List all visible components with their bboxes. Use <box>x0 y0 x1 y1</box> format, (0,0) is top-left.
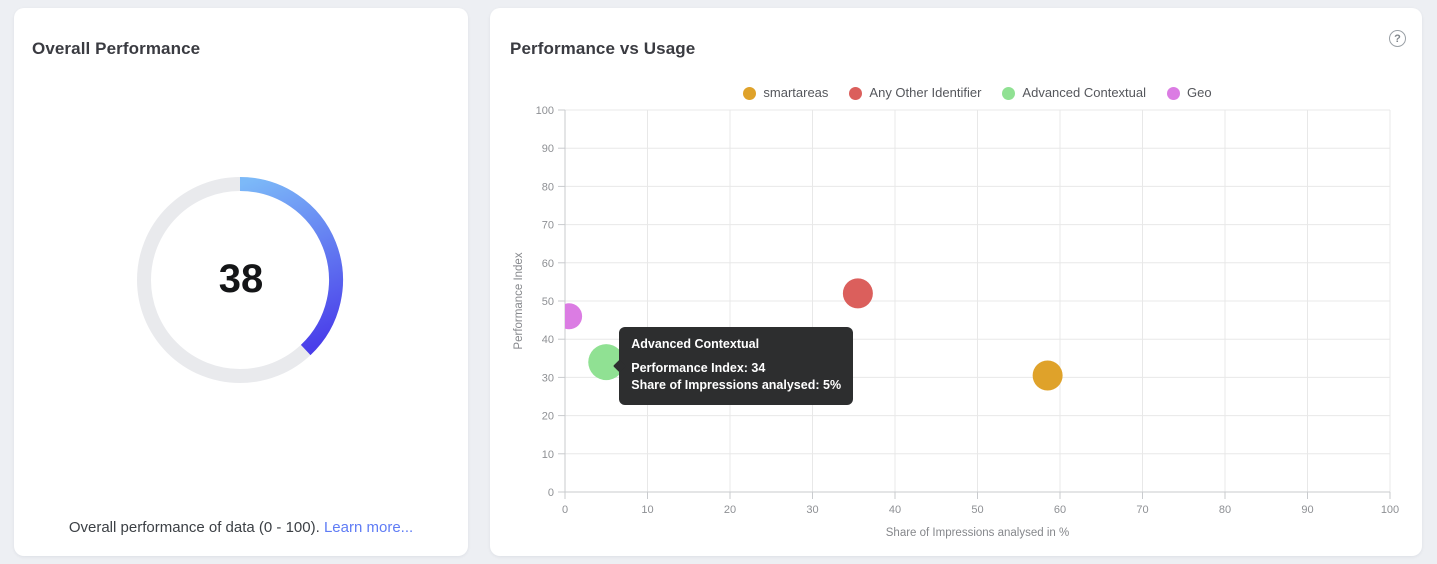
x-tick-label: 40 <box>889 504 901 516</box>
bubble-advanced-contextual[interactable] <box>588 344 625 381</box>
bubble-any-other-identifier[interactable] <box>842 278 873 309</box>
chart-tooltip: Advanced Contextual Performance Index: 3… <box>613 327 854 406</box>
chart-legend: smartareas Any Other Identifier Advanced C… <box>565 85 1390 101</box>
bubble-geo[interactable] <box>556 303 583 330</box>
x-tick-label: 90 <box>1301 504 1313 516</box>
legend-swatch-icon <box>849 86 863 100</box>
y-tick-label: 50 <box>542 296 554 308</box>
y-tick-label: 80 <box>542 181 554 193</box>
gauge-progress-arc <box>239 177 343 356</box>
y-tick-label: 20 <box>542 411 554 423</box>
overall-performance-title: Overall Performance <box>32 39 201 58</box>
x-tick-label: 20 <box>724 504 736 516</box>
legend-item-advanced-contextual[interactable]: Advanced Contextual <box>1002 85 1146 101</box>
bubble-chart: 0 10 20 30 40 50 60 70 80 90 100 0 10 20 30 40 50 60 70 80 9… <box>513 105 1399 539</box>
y-tick-label: 10 <box>542 449 554 461</box>
bubble-group <box>556 278 1063 391</box>
legend-label: Any Other Identifier <box>869 85 982 100</box>
x-axis-title: Share of Impressions analysed in % <box>886 527 1069 539</box>
y-tick-label: 90 <box>542 143 554 155</box>
x-tick-label: 80 <box>1219 504 1231 516</box>
tooltip-title: Advanced Contextual <box>631 337 760 352</box>
learn-more-link[interactable]: Learn more... <box>323 519 414 536</box>
y-tick-label: 70 <box>542 220 554 232</box>
performance-vs-usage-title: Performance vs Usage <box>510 39 696 58</box>
gauge-chart <box>137 177 343 383</box>
overall-performance-card: Overall Performance 38 Overall performan… <box>14 8 468 556</box>
x-tick-label: 50 <box>971 504 983 516</box>
x-tick-label: 0 <box>562 504 568 516</box>
x-tick-label: 60 <box>1054 504 1066 516</box>
x-tick-label: 70 <box>1136 504 1148 516</box>
legend-label: smartareas <box>763 85 829 100</box>
y-tick-label: 0 <box>548 487 554 499</box>
legend-item-any-other-identifier[interactable]: Any Other Identifier <box>849 85 981 101</box>
y-axis-title: Performance Index <box>513 252 525 349</box>
legend-label: Advanced Contextual <box>1022 85 1147 100</box>
legend-label: Geo <box>1187 85 1212 100</box>
y-tick-label: 30 <box>542 372 554 384</box>
help-icon[interactable]: ? <box>1389 30 1406 47</box>
legend-item-geo[interactable]: Geo <box>1167 85 1212 101</box>
legend-swatch-icon <box>743 86 757 100</box>
gauge-caption-text: Overall performance of data (0 - 100). <box>68 519 320 536</box>
x-tick-label: 30 <box>806 504 818 516</box>
x-tick-label: 100 <box>1381 504 1399 516</box>
y-tick-label: 100 <box>536 105 554 117</box>
x-tick-label: 10 <box>641 504 653 516</box>
tooltip-line-share: Share of Impressions analysed: 5% <box>631 378 842 393</box>
y-tick-label: 60 <box>542 258 554 270</box>
performance-vs-usage-card: Performance vs Usage ? smartareas Any Oth… <box>490 8 1422 556</box>
legend-item-smartareas[interactable]: smartareas <box>743 85 828 101</box>
gauge-value: 38 <box>218 257 264 301</box>
tooltip-line-performance: Performance Index: 34 <box>631 361 766 376</box>
y-tick-label: 40 <box>542 334 554 346</box>
legend-swatch-icon <box>1002 86 1016 100</box>
bubble-smartareas[interactable] <box>1032 360 1063 391</box>
gauge-caption: Overall performance of data (0 - 100). L… <box>14 519 468 536</box>
legend-swatch-icon <box>1167 86 1181 100</box>
